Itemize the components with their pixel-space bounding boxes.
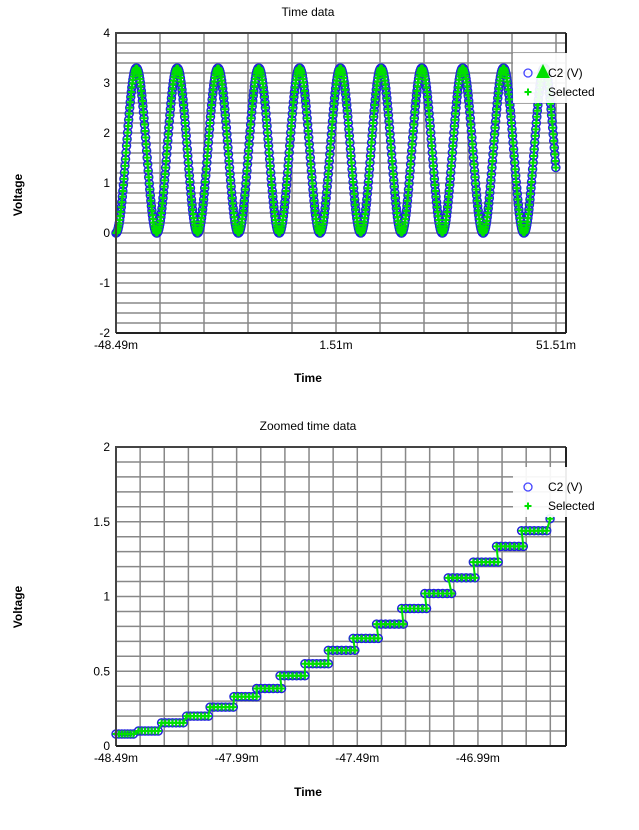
selected-point	[301, 672, 309, 680]
legend-label: C2 (V)	[548, 66, 583, 80]
selected-point	[351, 646, 359, 654]
selected-point	[278, 684, 286, 692]
selected-point	[448, 590, 456, 598]
selected-series	[112, 515, 554, 738]
legend: C2 (V) Selected	[513, 467, 601, 517]
y-tick-label: 1	[103, 176, 110, 190]
y-tick-label: 4	[103, 26, 110, 40]
selected-point	[179, 719, 187, 727]
selected-point	[494, 558, 502, 566]
selected-series	[112, 64, 560, 237]
legend-label: C2 (V)	[548, 480, 583, 494]
axis-frame	[115, 32, 566, 333]
time-data-chart: Time data Voltage Time 4 3 2 1 0 -1 -2-48.49m 1…	[11, 5, 601, 385]
selected-point	[543, 527, 551, 535]
selected-point	[204, 712, 212, 720]
y-tick-label: -2	[99, 326, 110, 340]
selected-point	[229, 703, 237, 711]
legend-label: Selected	[548, 85, 595, 99]
x-tick-label: -47.49m	[335, 751, 379, 765]
y-tick-label: 2	[103, 440, 110, 454]
selected-point	[471, 574, 479, 582]
y-tick-label: 0	[103, 226, 110, 240]
y-tick-label: 0	[103, 739, 110, 753]
selected-point	[519, 542, 527, 550]
legend-plus-icon	[524, 88, 532, 96]
x-tick-label: -48.49m	[94, 338, 138, 352]
y-tick-label: 2	[103, 126, 110, 140]
x-tick-label: -47.99m	[215, 751, 259, 765]
selected-point	[129, 730, 137, 738]
selected-point	[154, 727, 162, 735]
x-tick-label: -48.49m	[94, 751, 138, 765]
legend-label: Selected	[548, 499, 595, 513]
selected-point	[253, 693, 261, 701]
x-tick-label: 1.51m	[319, 338, 352, 352]
axis-frame	[115, 446, 566, 746]
chart-title: Zoomed time data	[260, 419, 357, 433]
selected-line	[115, 66, 557, 235]
y-tick-label: 1	[103, 590, 110, 604]
x-tick-label: -46.99m	[456, 751, 500, 765]
x-tick-label: 51.51m	[536, 338, 576, 352]
legend-plus-icon	[524, 502, 532, 510]
y-tick-label: -1	[99, 276, 110, 290]
selected-point	[423, 604, 431, 612]
legend: C2 (V) Selected	[513, 53, 601, 103]
grid-lines	[115, 446, 566, 747]
y-tick-label: 3	[103, 76, 110, 90]
zoomed-time-data-chart: Zoomed time data Voltage Time 21.510.50-…	[11, 419, 601, 799]
legend-circle-icon	[523, 68, 533, 78]
y-tick-label: 1.5	[93, 515, 110, 529]
x-axis-label: Time	[294, 785, 322, 799]
selected-point	[399, 620, 407, 628]
selected-point	[324, 660, 332, 668]
y-tick-label: 0.5	[93, 664, 110, 678]
y-axis-label: Voltage	[11, 585, 25, 628]
y-axis-label: Voltage	[11, 173, 25, 216]
chart-title: Time data	[282, 5, 335, 19]
legend-triangle-icon	[536, 64, 550, 78]
legend-circle-icon	[523, 482, 533, 492]
x-axis-label: Time	[294, 371, 322, 385]
selected-point	[374, 634, 382, 642]
